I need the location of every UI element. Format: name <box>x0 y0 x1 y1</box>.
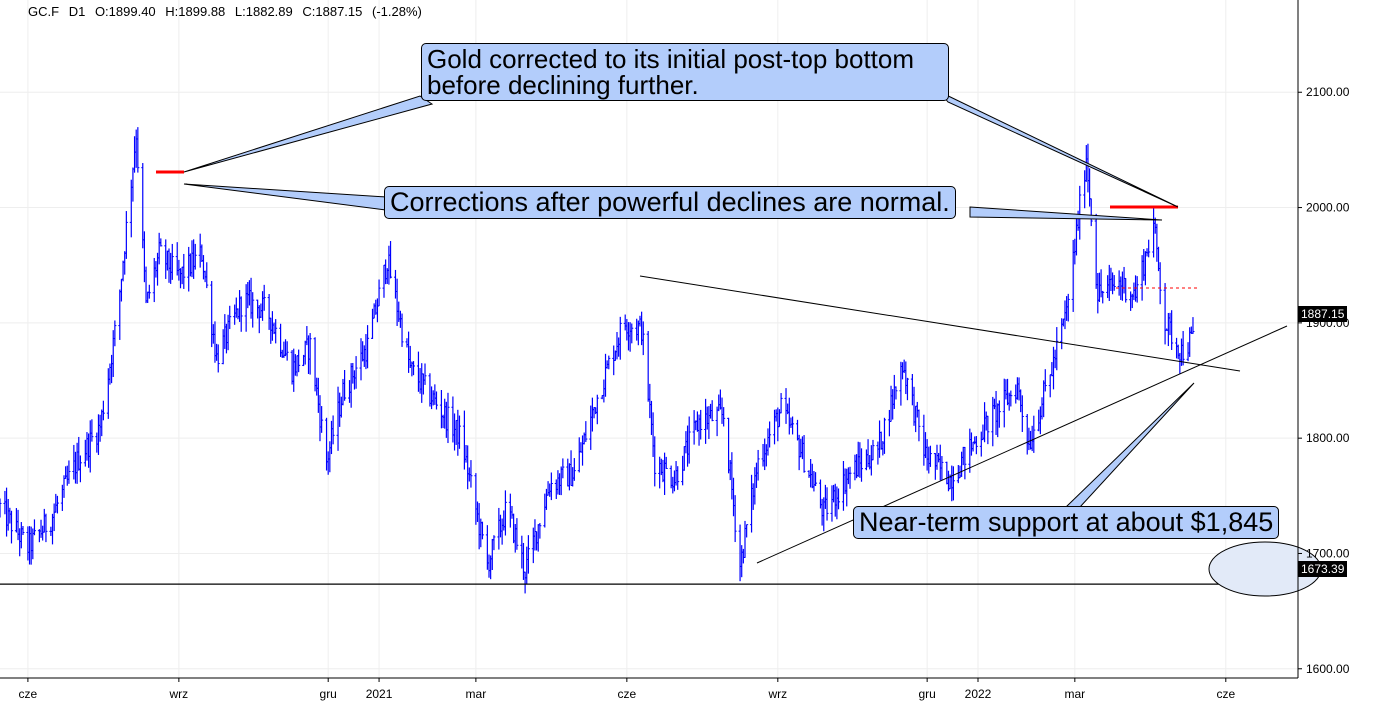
high-value: H:1899.88 <box>165 4 226 19</box>
change-value: (-1.28%) <box>372 4 422 19</box>
low-value: L:1882.89 <box>234 4 293 19</box>
close-value: C:1887.15 <box>302 4 363 19</box>
x-tick-label: cze <box>618 687 637 701</box>
callout-top-text: Gold corrected to its initial post-top b… <box>427 44 915 100</box>
x-tick-label: wrz <box>767 687 787 701</box>
y-tick-label: 1700.00 <box>1306 546 1350 560</box>
callout-bottom: Near-term support at about $1,845 <box>853 506 1280 539</box>
y-tick-label: 2000.00 <box>1306 201 1350 215</box>
symbol-label: GC.F <box>28 4 60 19</box>
ascending-trendline <box>756 325 1288 564</box>
price-series <box>0 127 1195 594</box>
x-tick-label: wrz <box>169 687 189 701</box>
x-tick-label: mar <box>466 687 487 701</box>
open-value: O:1899.40 <box>94 4 156 19</box>
last-price-text: 1887.15 <box>1301 307 1345 321</box>
descending-trendline <box>639 275 1241 372</box>
callout-middle-text: Corrections after powerful declines are … <box>390 187 950 217</box>
y-tick-label: 1600.00 <box>1306 662 1350 676</box>
y-tick-label: 2100.00 <box>1306 85 1350 99</box>
callout-middle: Corrections after powerful declines are … <box>384 186 956 219</box>
pointer-middle-right <box>969 206 1163 221</box>
grid <box>0 0 1298 678</box>
x-tick-label: 2021 <box>366 687 393 701</box>
timeframe-label: D1 <box>68 4 86 19</box>
callout-bottom-text: Near-term support at about $1,845 <box>859 507 1274 537</box>
support-price-text: 1673.39 <box>1301 562 1345 576</box>
x-tick-label: gru <box>320 687 337 701</box>
x-tick-label: 2022 <box>965 687 992 701</box>
callout-pointers <box>183 91 1195 508</box>
axes: 2100.002000.001900.001800.001700.001600.… <box>0 0 1350 701</box>
trendlines <box>0 170 1322 597</box>
x-tick-label: gru <box>918 687 935 701</box>
ohlc-header: GC.F D1 O:1899.40 H:1899.88 L:1882.89 C:… <box>28 4 428 19</box>
support-price-tag: 1673.39 <box>1298 561 1348 577</box>
y-tick-label: 1800.00 <box>1306 431 1350 445</box>
last-price-tag: 1887.15 <box>1298 306 1348 322</box>
x-tick-label: mar <box>1064 687 1085 701</box>
x-tick-label: cze <box>19 687 38 701</box>
callout-top: Gold corrected to its initial post-top b… <box>421 43 949 101</box>
x-tick-label: cze <box>1216 687 1235 701</box>
